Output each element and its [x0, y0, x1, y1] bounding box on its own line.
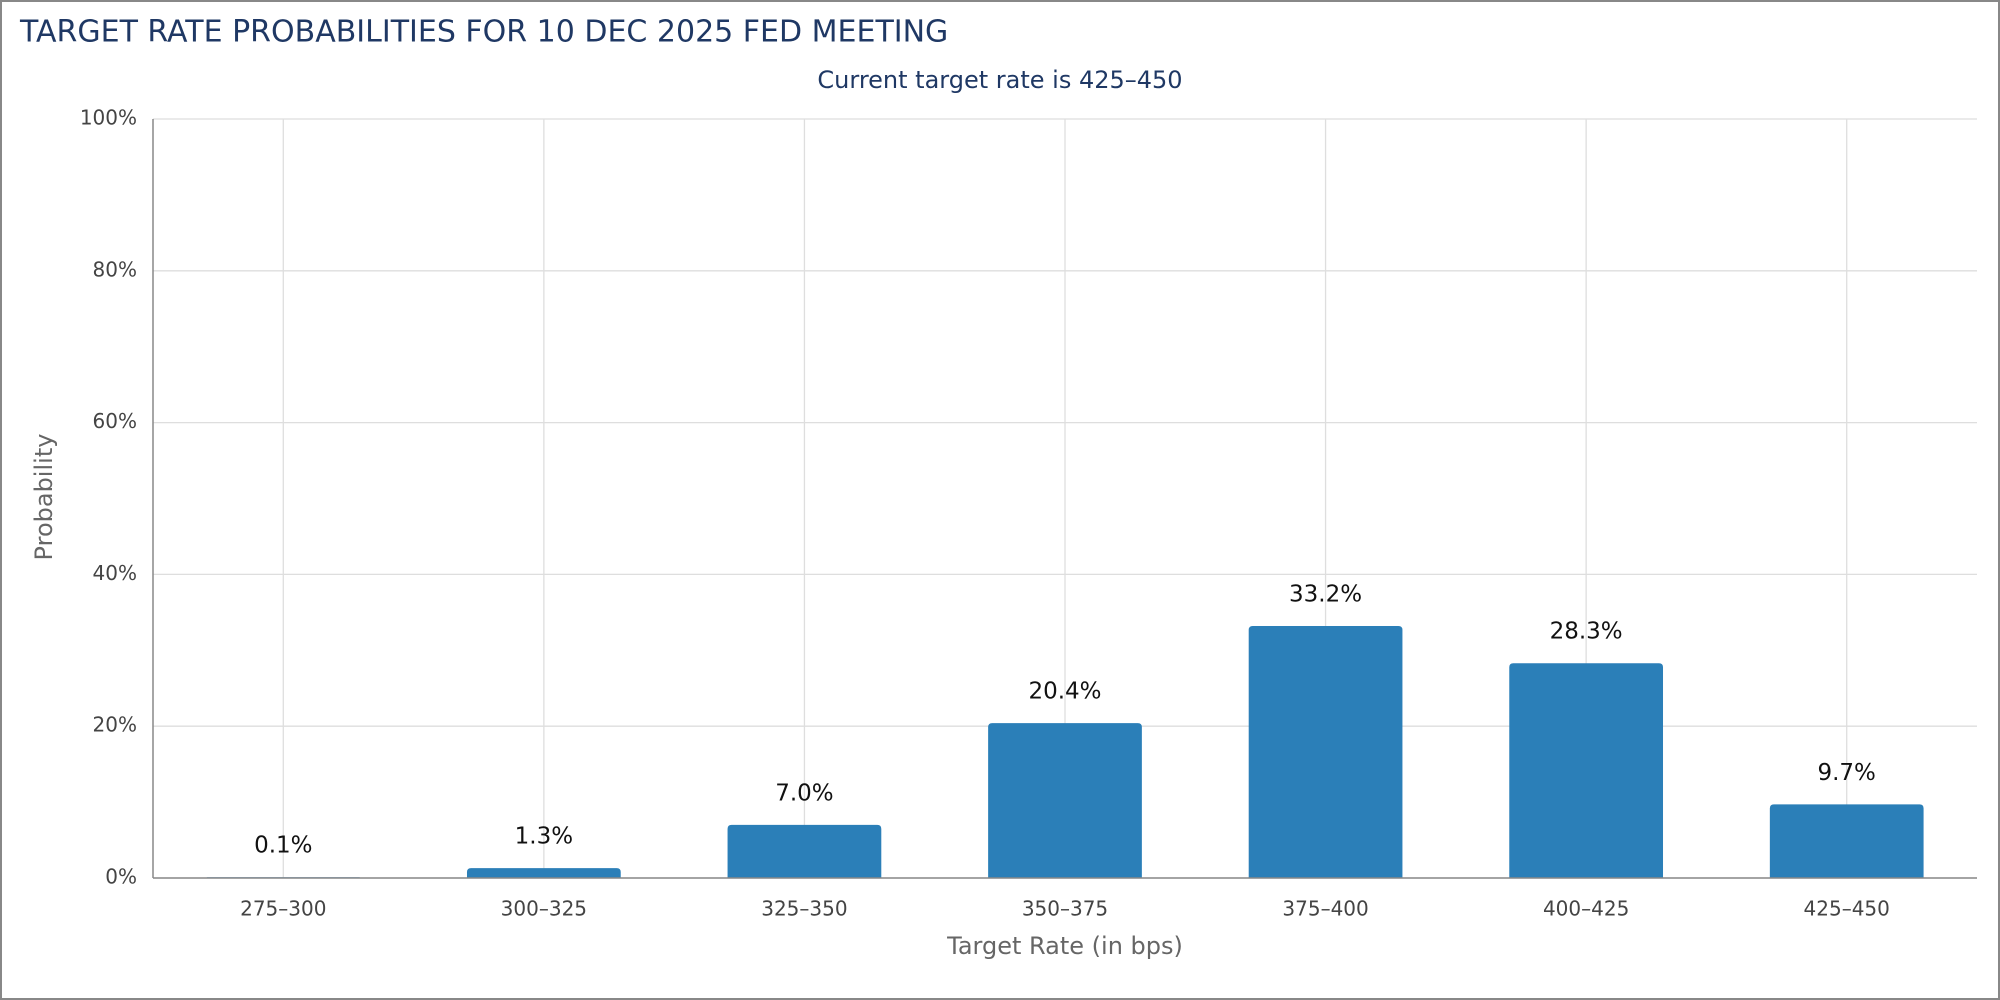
- data-label: 28.3%: [1550, 619, 1623, 645]
- data-label: 1.3%: [515, 824, 573, 850]
- y-tick-label: 20%: [93, 713, 137, 737]
- bar: [727, 824, 882, 878]
- bar: [988, 723, 1142, 878]
- data-label: 0.1%: [254, 833, 312, 859]
- bar: [466, 868, 621, 878]
- y-tick-label: 60%: [93, 409, 137, 433]
- bar: [1248, 626, 1403, 878]
- y-tick-label: 40%: [93, 561, 137, 585]
- y-tick-label: 100%: [80, 106, 137, 130]
- x-tick-label: 325–350: [761, 897, 847, 921]
- data-label: 20.4%: [1028, 679, 1101, 705]
- data-label: 33.2%: [1289, 582, 1362, 608]
- x-tick-label: 375–400: [1282, 897, 1368, 921]
- x-tick-label: 275–300: [240, 897, 326, 921]
- chart-subtitle: Current target rate is 425–450: [817, 66, 1182, 94]
- x-tick-label: 400–425: [1543, 897, 1629, 921]
- y-axis-title: Probability: [30, 434, 58, 561]
- x-axis-title: Target Rate (in bps): [946, 932, 1183, 960]
- chart-title: TARGET RATE PROBABILITIES FOR 10 DEC 202…: [19, 15, 948, 50]
- data-label: 9.7%: [1817, 760, 1875, 786]
- bar: [1769, 804, 1924, 878]
- x-tick-label: 350–375: [1022, 897, 1108, 921]
- y-tick-label: 80%: [93, 257, 137, 281]
- x-tick-label: 425–450: [1804, 897, 1890, 921]
- x-tick-label: 300–325: [501, 897, 587, 921]
- data-label: 7.0%: [775, 780, 833, 806]
- y-tick-label: 0%: [105, 865, 137, 889]
- bar: [1509, 663, 1664, 878]
